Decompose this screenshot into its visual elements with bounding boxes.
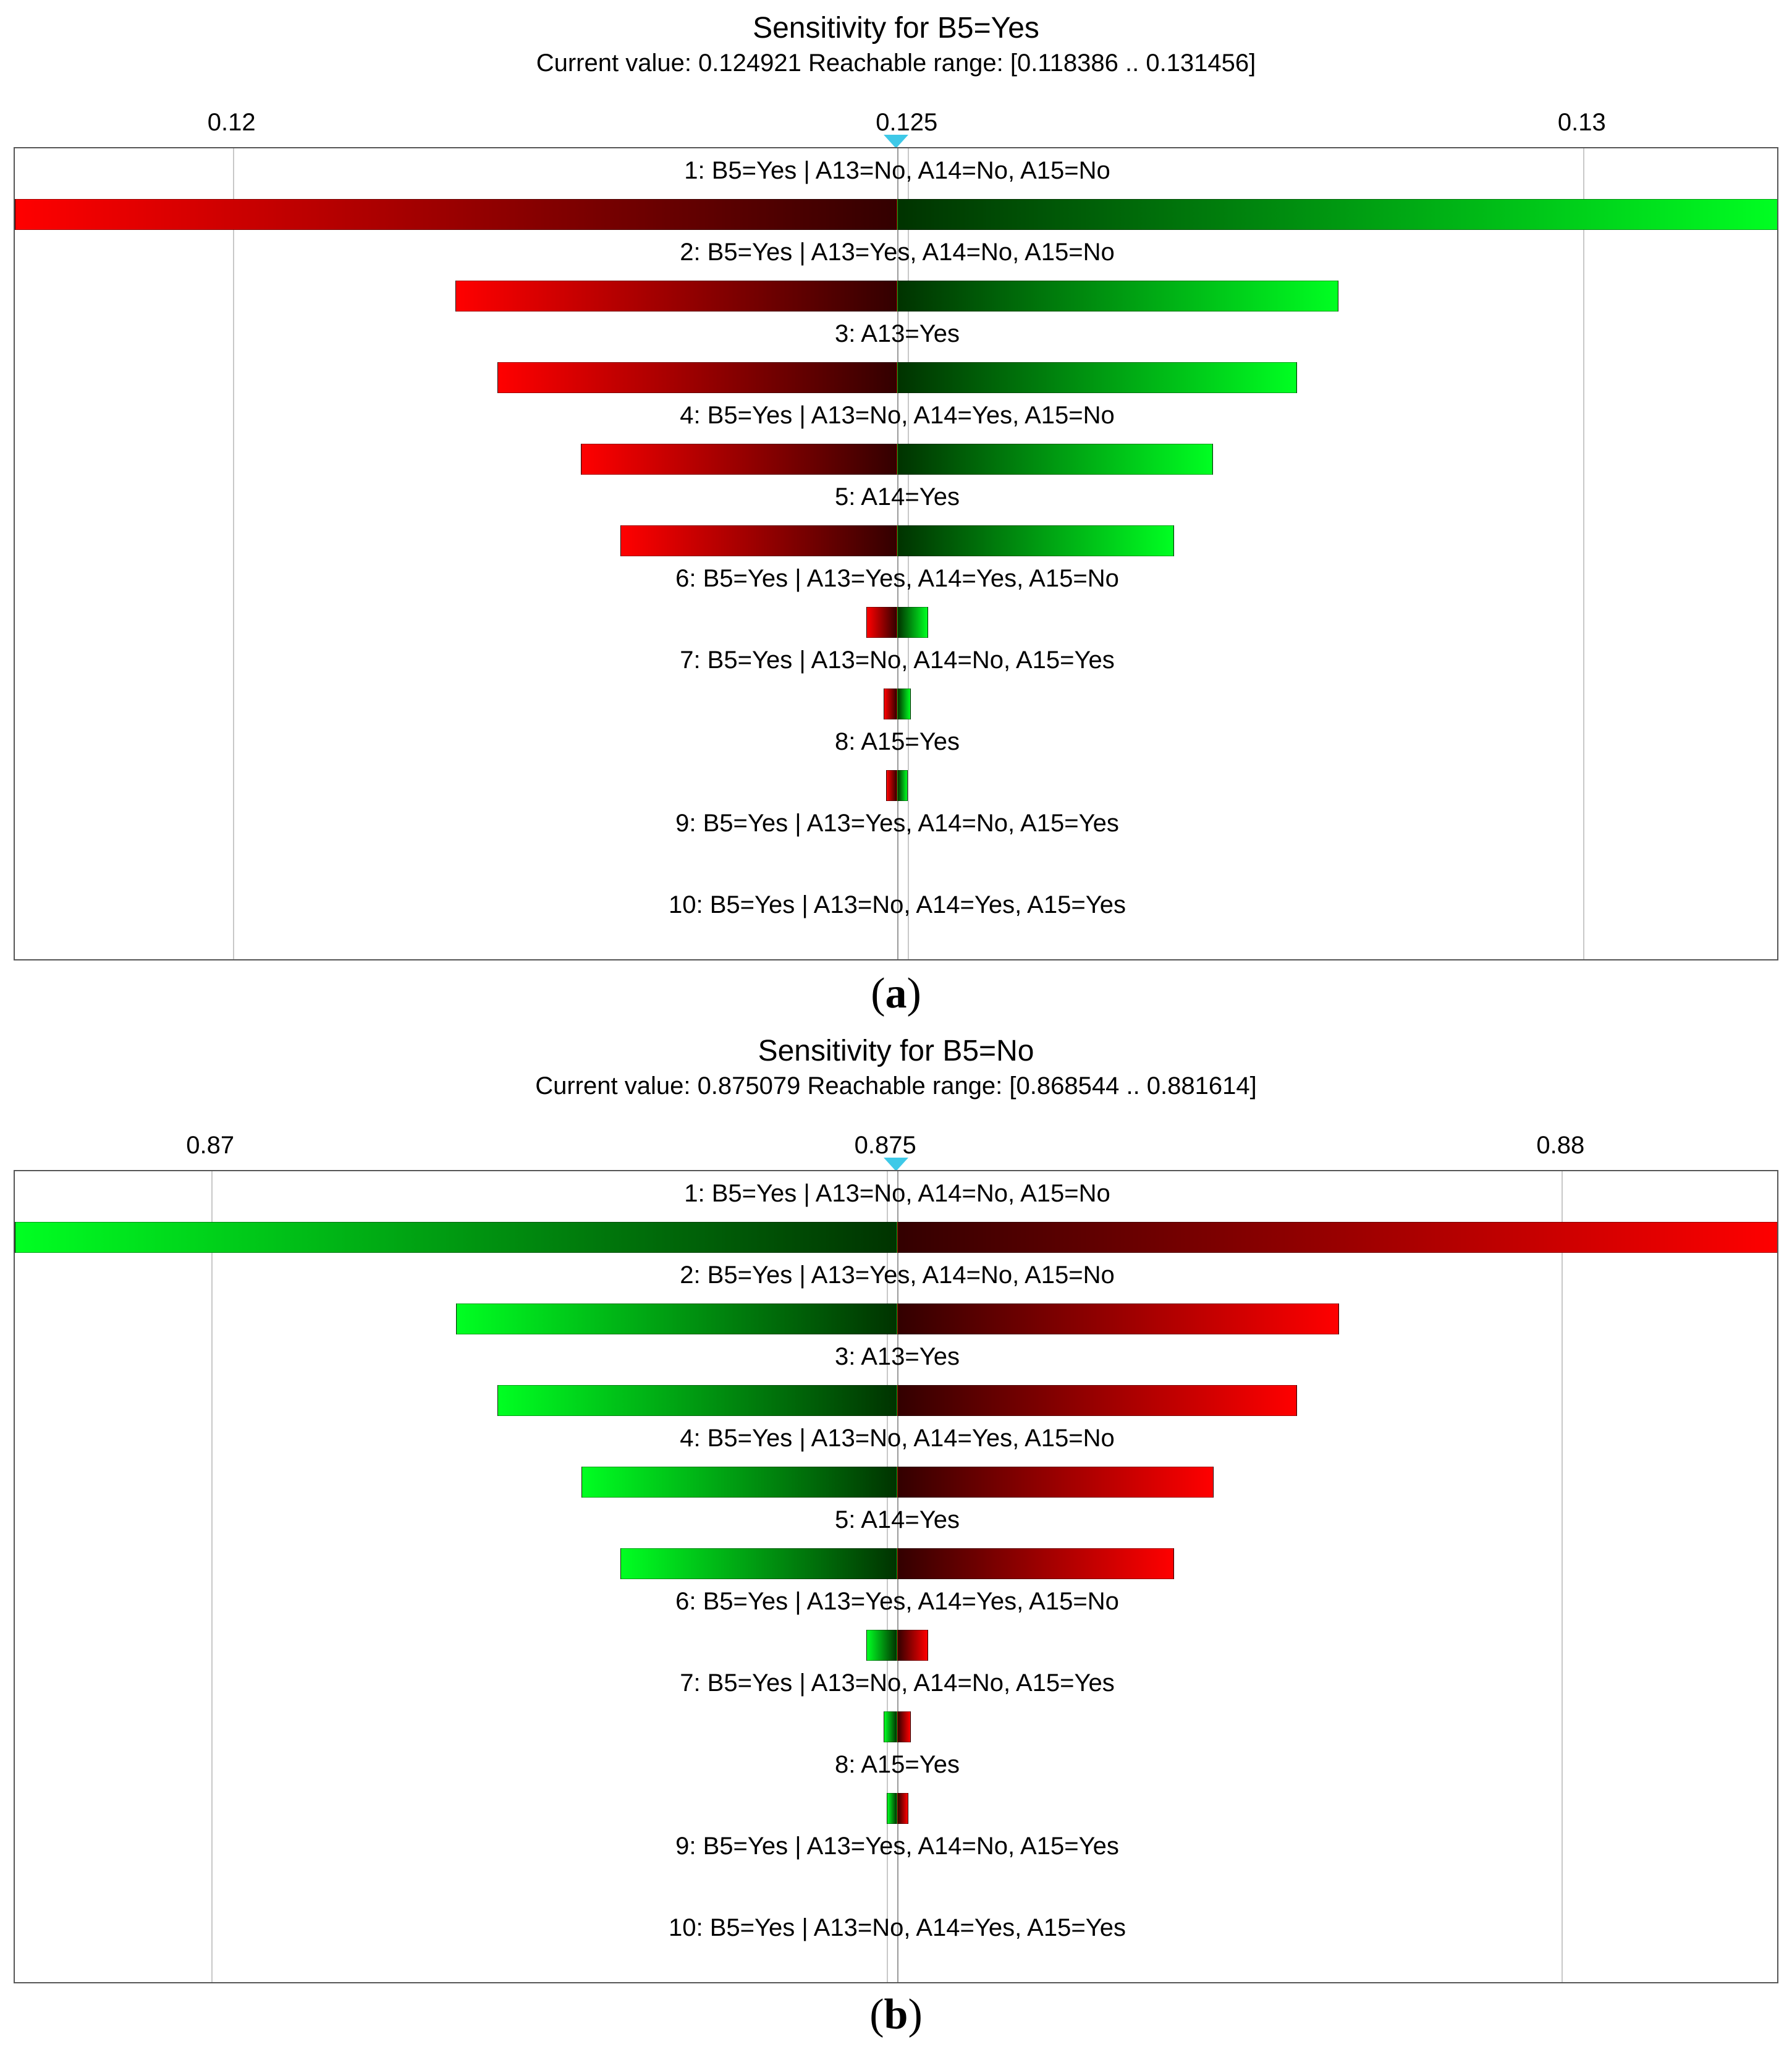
row-label: 8: A15=Yes xyxy=(834,1751,960,1778)
bar-low-segment xyxy=(15,1222,897,1253)
chart-subtitle: Current value: 0.124921 Reachable range:… xyxy=(536,49,1256,77)
x-tick-label: 0.125 xyxy=(876,109,938,136)
row-label: 4: B5=Yes | A13=No, A14=Yes, A15=No xyxy=(680,1425,1115,1452)
x-tick-label: 0.88 xyxy=(1536,1132,1585,1159)
row-label: 6: B5=Yes | A13=Yes, A14=Yes, A15=No xyxy=(675,565,1119,592)
caption-letter: b xyxy=(884,1991,908,2038)
current-value-marker-icon xyxy=(884,1158,908,1171)
panel-caption: (b) xyxy=(869,1991,923,2038)
x-gridline xyxy=(1562,1171,1563,1982)
row-label: 2: B5=Yes | A13=Yes, A14=No, A15=No xyxy=(680,1261,1115,1289)
chart-title: Sensitivity for B5=No xyxy=(758,1035,1034,1067)
row-label: 1: B5=Yes | A13=No, A14=No, A15=No xyxy=(684,157,1110,184)
x-gridline xyxy=(232,148,234,959)
x-axis-ticks: 0.12 0.125 0.13 xyxy=(0,105,1792,148)
row-label: 7: B5=Yes | A13=No, A14=No, A15=Yes xyxy=(680,1669,1115,1697)
bar-high-segment xyxy=(897,1548,1175,1579)
bar-low-segment xyxy=(866,1630,897,1661)
row-label: 10: B5=Yes | A13=No, A14=Yes, A15=Yes xyxy=(669,891,1126,918)
bar-high-segment xyxy=(897,1793,908,1824)
bar-high-segment xyxy=(897,1385,1298,1416)
bar-high-segment xyxy=(897,444,1214,475)
bar-high-segment xyxy=(897,199,1777,230)
bar-low-segment xyxy=(886,770,897,801)
bar-low-segment xyxy=(620,1548,897,1579)
chart-subtitle: Current value: 0.875079 Reachable range:… xyxy=(535,1072,1257,1100)
chart-panel-a: Sensitivity for B5=Yes Current value: 0.… xyxy=(0,0,1792,1029)
current-value-marker-icon xyxy=(884,135,908,148)
bar-high-segment xyxy=(897,770,908,801)
x-axis-ticks: 0.87 0.875 0.88 xyxy=(0,1128,1792,1171)
bar-high-segment xyxy=(897,689,911,719)
row-label: 1: B5=Yes | A13=No, A14=No, A15=No xyxy=(684,1180,1110,1207)
x-tick-label: 0.12 xyxy=(207,109,256,136)
bar-low-segment xyxy=(497,1385,897,1416)
bar-low-segment xyxy=(620,525,897,556)
tornado-plot-area: 1: B5=Yes | A13=No, A14=No, A15=No 2: B5=… xyxy=(14,147,1778,960)
bar-high-segment xyxy=(897,525,1174,556)
bar-low-segment xyxy=(581,444,897,475)
row-label: 3: A13=Yes xyxy=(834,320,960,347)
bar-high-segment xyxy=(897,1467,1214,1498)
x-gridline xyxy=(1583,148,1584,959)
bar-low-segment xyxy=(884,1711,897,1742)
row-label: 10: B5=Yes | A13=No, A14=Yes, A15=Yes xyxy=(669,1914,1126,1941)
bar-high-segment xyxy=(897,362,1297,393)
row-label: 4: B5=Yes | A13=No, A14=Yes, A15=No xyxy=(680,402,1115,429)
bar-low-segment xyxy=(866,607,897,638)
panel-caption: (a) xyxy=(871,970,921,1017)
bar-high-segment xyxy=(897,607,929,638)
x-gridline xyxy=(211,1171,213,1982)
row-label: 6: B5=Yes | A13=Yes, A14=Yes, A15=No xyxy=(675,1588,1119,1615)
bar-low-segment xyxy=(883,689,897,719)
x-tick-label: 0.875 xyxy=(854,1132,916,1159)
bar-low-segment xyxy=(497,362,897,393)
chart-title: Sensitivity for B5=Yes xyxy=(753,12,1039,45)
bar-low-segment xyxy=(15,199,897,230)
row-label: 9: B5=Yes | A13=Yes, A14=No, A15=Yes xyxy=(675,810,1119,837)
row-label: 5: A14=Yes xyxy=(834,1506,960,1533)
bar-high-segment xyxy=(897,1222,1777,1253)
chart-panel-b: Sensitivity for B5=No Current value: 0.8… xyxy=(0,1029,1792,2060)
x-tick-label: 0.87 xyxy=(186,1132,235,1159)
bar-low-segment xyxy=(455,281,897,312)
bar-low-segment xyxy=(581,1467,897,1498)
bar-low-segment xyxy=(455,1303,897,1334)
x-tick-label: 0.13 xyxy=(1557,109,1606,136)
bar-high-segment xyxy=(897,1303,1339,1334)
bar-high-segment xyxy=(897,1711,911,1742)
bar-high-segment xyxy=(897,1630,929,1661)
caption-letter: a xyxy=(885,970,907,1017)
bar-high-segment xyxy=(897,281,1339,312)
row-label: 2: B5=Yes | A13=Yes, A14=No, A15=No xyxy=(680,239,1115,266)
row-label: 9: B5=Yes | A13=Yes, A14=No, A15=Yes xyxy=(675,1833,1119,1860)
row-label: 8: A15=Yes xyxy=(834,728,960,755)
tornado-plot-area: 1: B5=Yes | A13=No, A14=No, A15=No 2: B5=… xyxy=(14,1170,1778,1983)
row-label: 5: A14=Yes xyxy=(834,483,960,511)
bar-low-segment xyxy=(886,1793,897,1824)
row-label: 7: B5=Yes | A13=No, A14=No, A15=Yes xyxy=(680,646,1115,674)
row-label: 3: A13=Yes xyxy=(834,1343,960,1370)
